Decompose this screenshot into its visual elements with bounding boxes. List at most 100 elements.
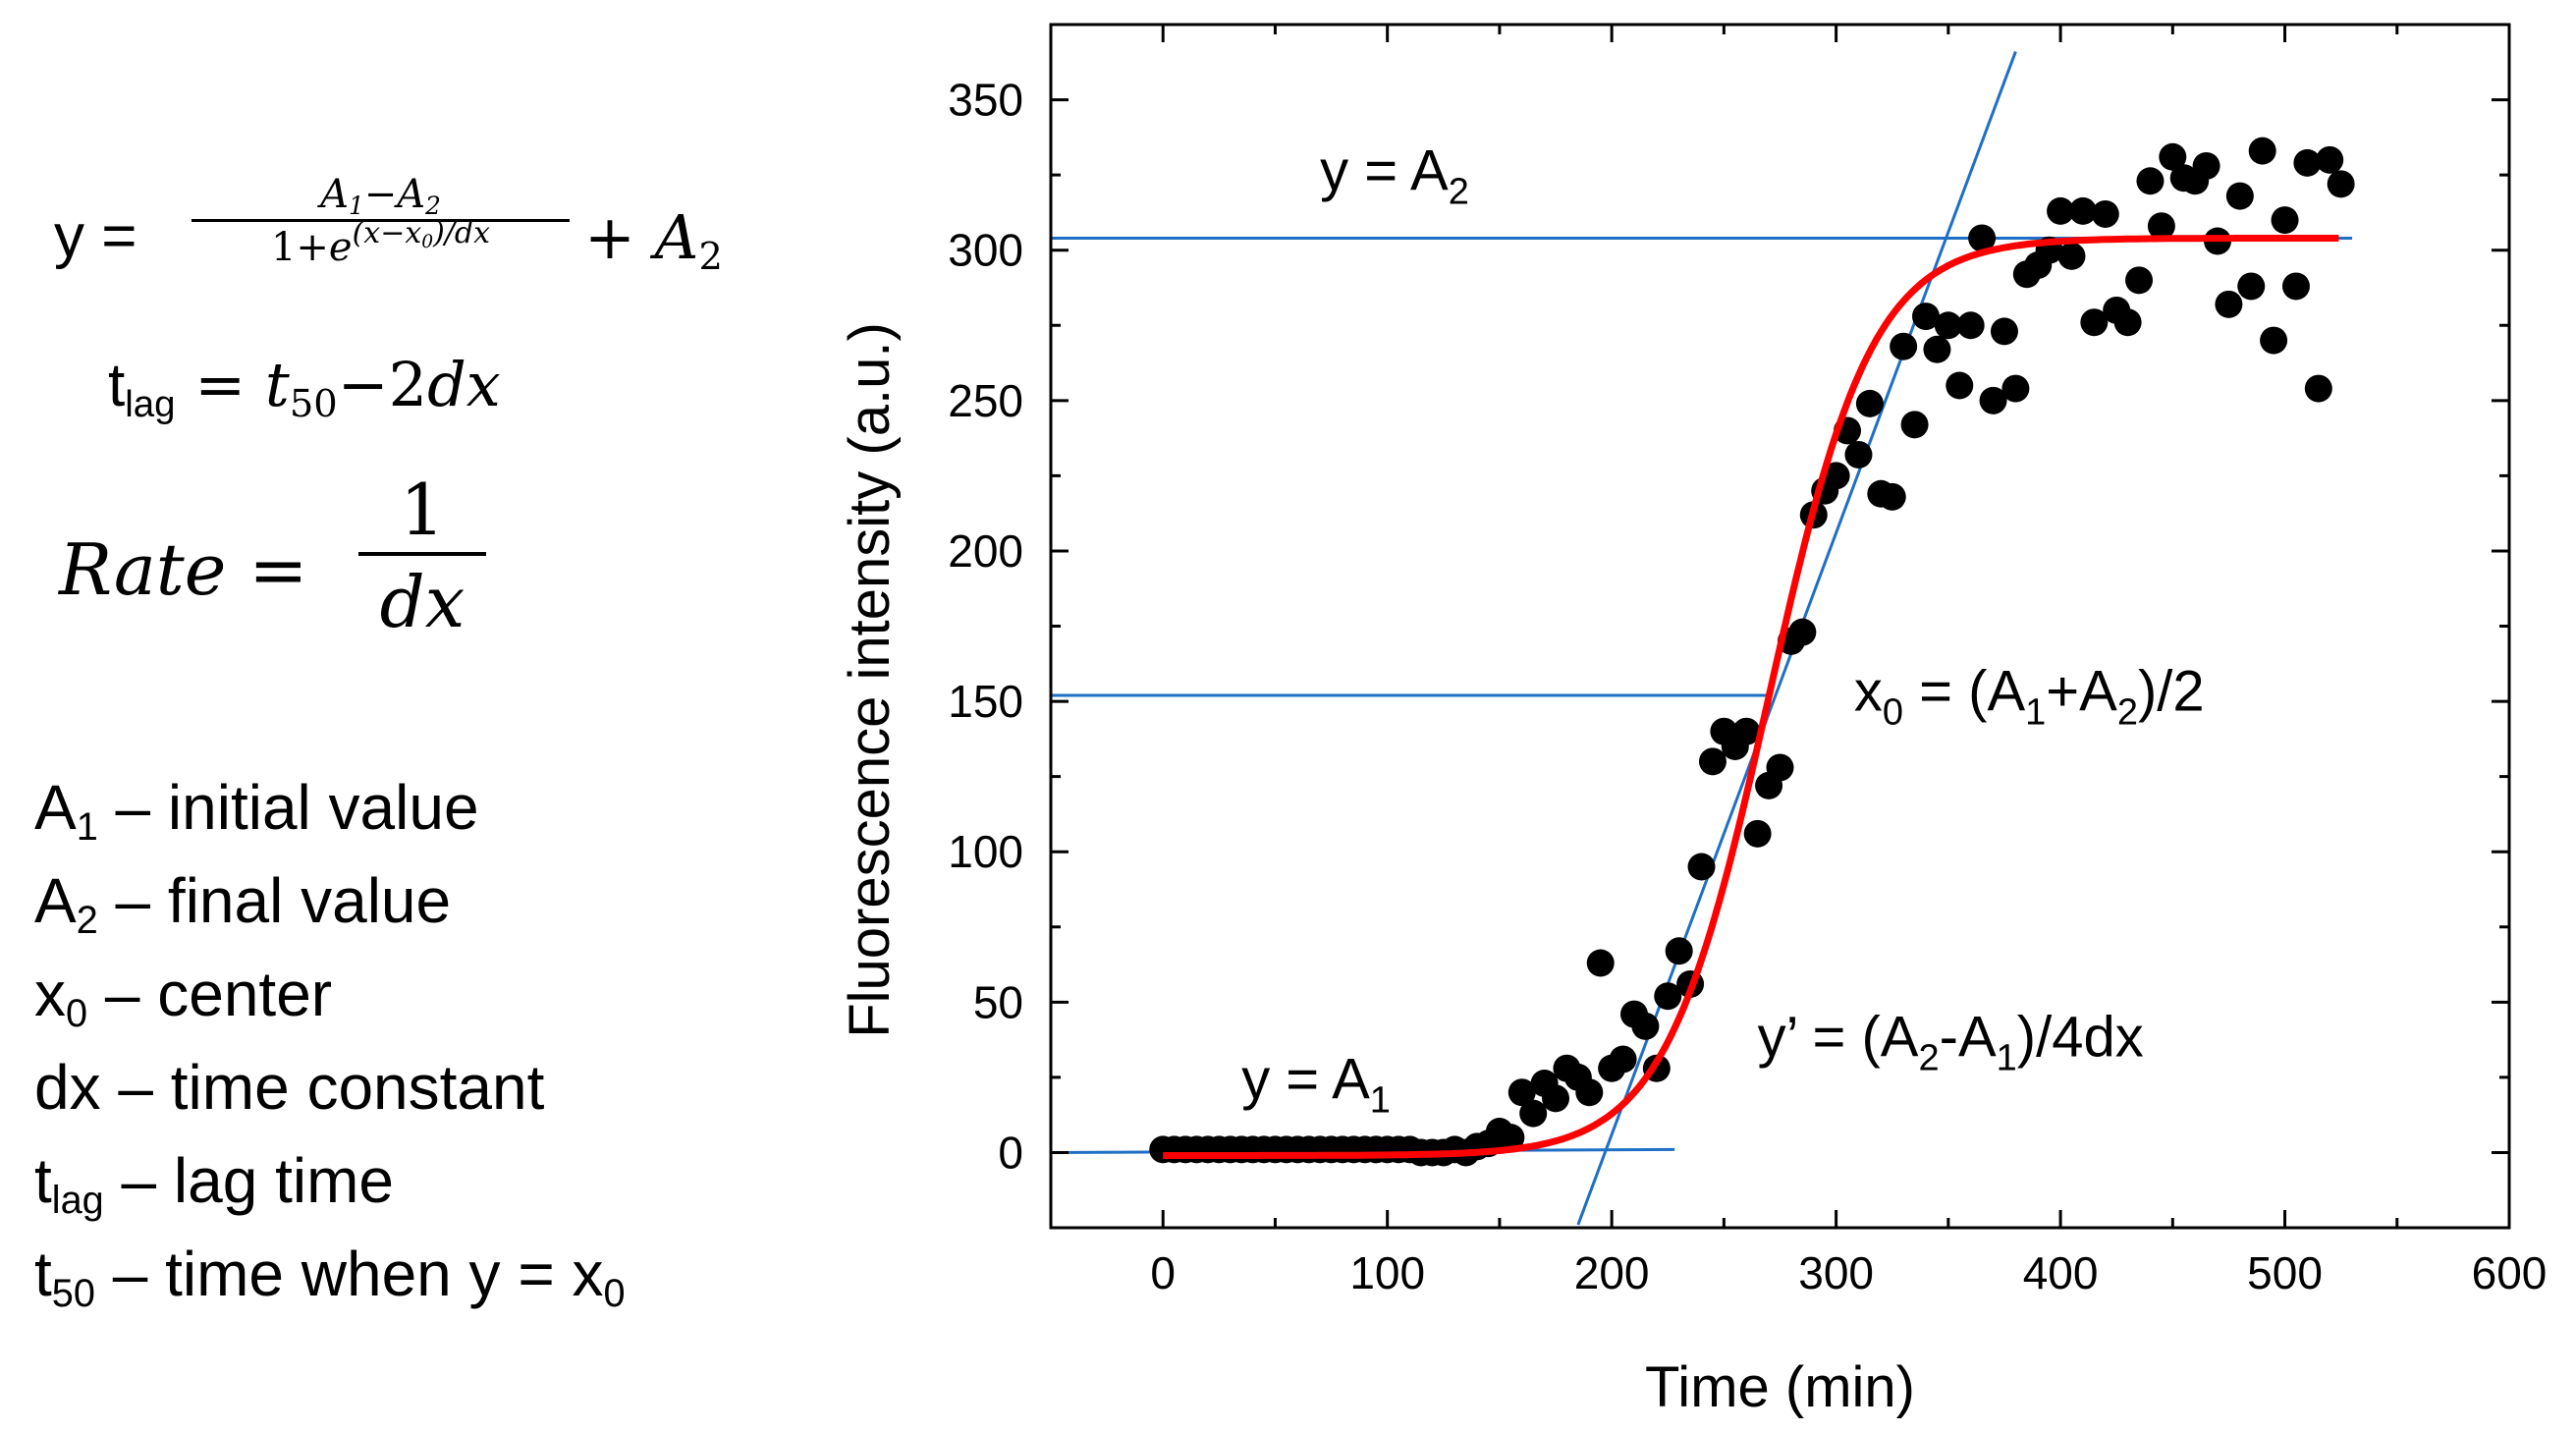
data-point [1507, 1078, 1536, 1107]
data-point [1979, 386, 2007, 414]
definition-item: dx – time constant [34, 1052, 545, 1123]
data-point [1519, 1099, 1548, 1128]
rate-numerator: 1 [400, 468, 445, 551]
definition-item: A1 – initial value [34, 772, 479, 850]
y-axis-label: Fluorescence intensity (a.u.) [838, 322, 902, 1038]
data-point [2327, 170, 2355, 198]
data-point [1822, 462, 1850, 490]
data-point [2260, 326, 2288, 355]
tlag-equation: tlag = t50−2dx [108, 349, 501, 426]
fraction-bar [192, 219, 570, 222]
data-point [1878, 482, 1906, 511]
data-point [1968, 224, 1997, 252]
data-point [2293, 148, 2322, 177]
equation-lhs: y = [54, 202, 137, 270]
x-tick-label: 400 [2023, 1247, 2099, 1298]
data-point [1855, 389, 1884, 417]
annotation-x0: x0 = (A1+A2)/2 [1854, 659, 2205, 733]
data-point [1497, 1124, 1525, 1152]
data-point [1732, 717, 1761, 745]
y-tick-label: 100 [948, 826, 1023, 877]
data-point [2192, 151, 2220, 180]
data-point [2047, 196, 2075, 225]
y-tick-label: 0 [998, 1127, 1023, 1178]
y-tick-label: 50 [973, 976, 1023, 1027]
data-point [1687, 853, 1716, 881]
data-point [1654, 982, 1682, 1011]
data-point [2057, 242, 2086, 270]
y-tick-label: 350 [948, 75, 1023, 126]
definition-item: x0 – center [34, 959, 333, 1036]
data-point [1743, 819, 1772, 848]
tick-labels: 0 100 200 300 400 500 600 0 50 100 150 200 250 300 350 [948, 75, 2547, 1298]
data-point [2125, 266, 2154, 295]
data-point [1990, 317, 2018, 346]
data-point [1586, 949, 1615, 977]
data-point [1956, 311, 1985, 340]
x-tick-label: 300 [1798, 1247, 1874, 1298]
y-tick-label: 250 [948, 375, 1023, 426]
y-tick-label: 200 [948, 525, 1023, 577]
data-point [1788, 618, 1817, 646]
data-point [1923, 335, 1951, 363]
equation-numerator: A1−A2 [320, 172, 441, 220]
equation-tail: + A2 [584, 201, 723, 279]
x-tick-label: 500 [2247, 1247, 2323, 1298]
data-point [1609, 1045, 1637, 1074]
data-point [2248, 137, 2276, 165]
annotation-a1: y = A1 [1241, 1047, 1391, 1121]
data-point [2159, 142, 2187, 171]
data-point [2113, 308, 2142, 337]
data-point [2225, 182, 2254, 210]
equation-denominator: 1+e(x−x0)/dx [270, 216, 491, 271]
data-point [2080, 308, 2109, 337]
data-point [2237, 272, 2266, 301]
data-point [1542, 1084, 1570, 1113]
x-tick-label: 0 [1150, 1247, 1176, 1298]
data-point [2091, 199, 2119, 228]
y-tick-label: 300 [948, 225, 1023, 276]
data-point [1946, 371, 1974, 400]
equation-fraction: A1−A2 1+e(x−x0)/dx [192, 172, 570, 271]
data-point [1912, 303, 1940, 331]
rate-denominator: dx [379, 561, 466, 643]
data-point [2215, 290, 2243, 318]
rate-fraction: 1 dx [358, 471, 486, 644]
x-tick-label: 600 [2472, 1247, 2548, 1298]
definition-item: t50 – time when y = x0 [34, 1239, 626, 1316]
annotation-slope: y’ = (A2-A1)/4dx [1758, 1005, 2144, 1078]
fit-curve [1163, 235, 2339, 1159]
x-tick-label: 200 [1574, 1247, 1650, 1298]
x-tick-label: 100 [1349, 1247, 1425, 1298]
fit-curve-group [1163, 235, 2339, 1159]
definition-item: A2 – final value [34, 865, 452, 943]
axis-ticks [1049, 23, 2511, 1230]
data-point [1844, 440, 1873, 468]
data-point [1665, 937, 1693, 965]
rate-lhs: Rate = [59, 528, 308, 611]
data-point [2281, 272, 2310, 301]
data-point [2316, 145, 2344, 174]
data-point [1698, 747, 1726, 776]
data-point [1575, 1078, 1604, 1107]
y-tick-label: 150 [948, 676, 1023, 727]
data-point [1631, 1012, 1660, 1040]
data-point [2001, 374, 2030, 403]
fraction-bar [358, 552, 486, 556]
x-axis-label: Time (min) [1645, 1355, 1915, 1419]
data-point [1900, 411, 1929, 439]
annotation-a2: y = A2 [1320, 138, 1469, 212]
definition-item: tlag – lag time [34, 1145, 394, 1223]
annotations: y = A2 y = A1 x0 = (A1+A2)/2 y’ = (A2-A1)/4… [1241, 138, 2204, 1121]
data-point [2147, 212, 2175, 241]
data-point [1934, 311, 1962, 340]
data-point [2271, 206, 2299, 235]
data-point [1890, 332, 1918, 360]
data-point [1766, 753, 1794, 782]
data-points [1149, 137, 2355, 1167]
equation-panel: y = A1−A2 1+e(x−x0)/dx + A2 tlag = t50−2… [0, 0, 864, 1433]
data-point [2068, 196, 2097, 225]
data-point [2304, 374, 2332, 403]
data-point [2136, 167, 2165, 195]
